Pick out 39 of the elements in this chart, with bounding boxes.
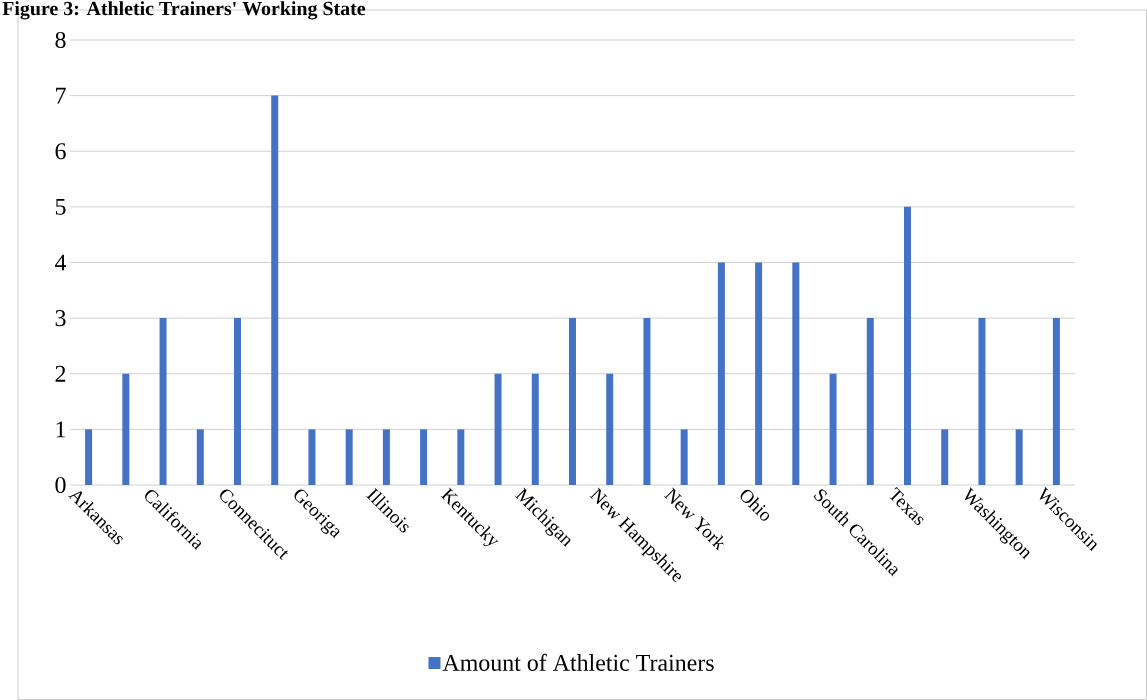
bar	[494, 373, 502, 485]
bar	[122, 373, 130, 485]
legend-label: Amount of Athletic Trainers	[442, 653, 714, 671]
bar	[531, 373, 539, 485]
y-tick-label: 4	[54, 254, 67, 271]
bar	[717, 262, 725, 485]
bar	[978, 318, 986, 485]
y-tick-label: 5	[55, 198, 66, 215]
chart-title: Figure 3: Athletic Trainers' Working State	[2, 1, 366, 20]
bar	[308, 429, 316, 485]
bar	[1015, 429, 1023, 485]
bar	[904, 206, 911, 485]
bar	[345, 429, 353, 485]
y-tick-label: 1	[56, 421, 66, 438]
bar	[234, 318, 241, 485]
bar	[1052, 318, 1060, 485]
bar	[643, 318, 651, 485]
bar	[457, 429, 465, 485]
bar	[85, 429, 93, 485]
y-tick-label: 6	[55, 143, 66, 160]
y-tick-label: 3	[55, 310, 66, 327]
bar	[606, 373, 614, 485]
bar	[420, 429, 428, 485]
y-tick-label: 2	[55, 365, 66, 382]
y-tick-label: 0	[55, 476, 66, 494]
x-tick-label: Ohio	[740, 489, 770, 521]
y-tick-label: 8	[55, 31, 66, 49]
bar	[196, 429, 204, 485]
bar	[569, 318, 576, 485]
bar	[755, 262, 763, 485]
bar	[382, 429, 390, 485]
bar	[941, 429, 949, 485]
bar	[866, 318, 874, 485]
bar	[159, 318, 167, 485]
y-tick-label: 7	[56, 87, 66, 104]
bar	[271, 95, 279, 485]
bar	[792, 262, 800, 485]
bar	[829, 373, 837, 485]
bar	[680, 429, 688, 485]
